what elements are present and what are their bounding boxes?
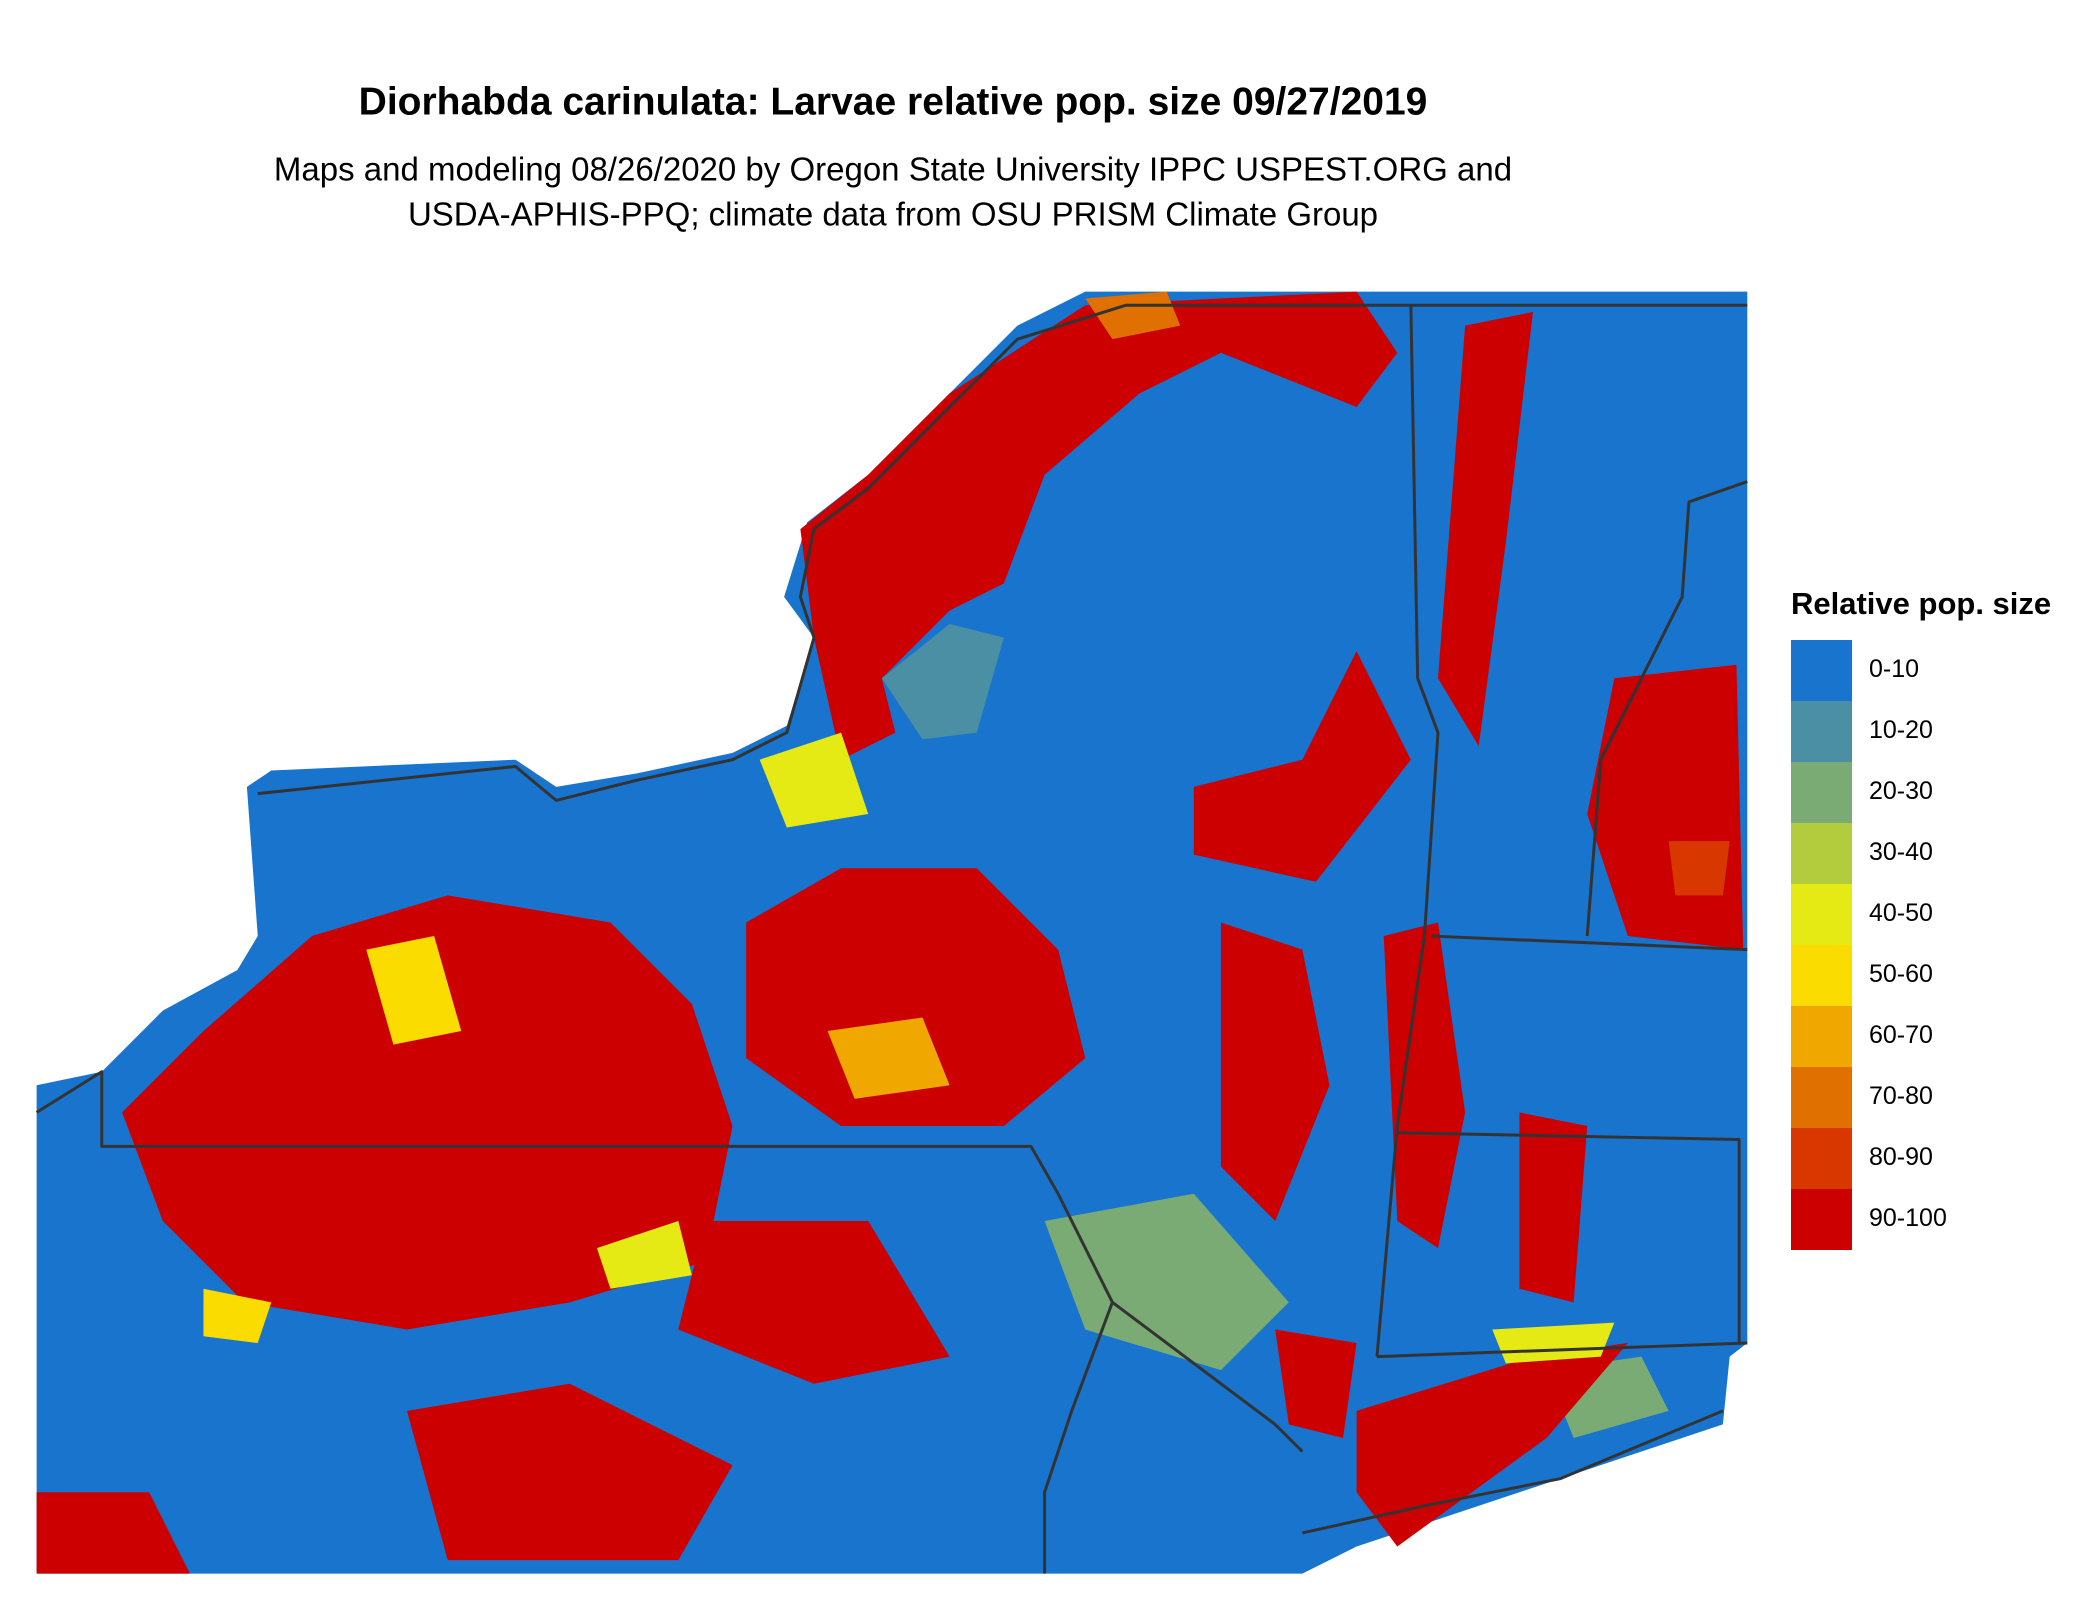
legend-title: Relative pop. size [1791, 586, 2051, 621]
legend-label: 60-70 [1869, 1021, 1933, 1049]
legend-swatch [1791, 1006, 1852, 1067]
legend-swatch [1791, 762, 1852, 823]
legend-swatch [1791, 945, 1852, 1006]
region-patch [678, 1220, 950, 1384]
region-patch [1492, 1322, 1615, 1364]
legend-swatch [1791, 823, 1852, 884]
legend: Relative pop. size 0-10 10-20 20-30 30-40 40… [1791, 586, 2051, 1250]
region-patch [1220, 922, 1330, 1221]
region-patch [1668, 841, 1730, 896]
region-patch [1044, 1193, 1289, 1371]
region-patch [1437, 312, 1533, 747]
legend-label: 10-20 [1869, 716, 1933, 744]
legend-swatch [1791, 701, 1852, 762]
map [35, 291, 1748, 1574]
state-border [1043, 1301, 1114, 1574]
region-patch [596, 1220, 692, 1289]
state-border [1375, 305, 1440, 1357]
region-patch [1383, 922, 1466, 1249]
legend-label: 90-100 [1869, 1204, 1947, 1232]
legend-swatch [1791, 640, 1852, 701]
region-patch [1275, 1329, 1357, 1438]
state-border [1431, 934, 1748, 952]
region-patch [1356, 1343, 1628, 1547]
region-patch [1193, 651, 1411, 882]
state-border [257, 303, 1748, 802]
region-patch [746, 868, 1086, 1126]
state-border [1397, 1131, 1741, 1344]
region-patch [1085, 291, 1181, 340]
state-border [1585, 480, 1748, 937]
region-patch [1519, 1112, 1588, 1303]
region-patch [36, 1492, 190, 1574]
region-patch [881, 624, 1004, 740]
map-subtitle: Maps and modeling 08/26/2020 by Oregon S… [274, 151, 1512, 188]
region-patch [406, 1383, 733, 1561]
legend-label: 80-90 [1869, 1143, 1933, 1171]
legend-label: 40-50 [1869, 899, 1933, 927]
map-title: Diorhabda carinulata: Larvae relative po… [359, 80, 1428, 123]
coastline [1302, 1409, 1724, 1535]
state-border [35, 1070, 1304, 1453]
region-patch [366, 936, 462, 1045]
legend-label: 50-60 [1869, 960, 1933, 988]
state-border [1376, 1341, 1748, 1359]
legend-swatch [1791, 884, 1852, 945]
region-patch [203, 1288, 272, 1344]
legend-label: 0-10 [1869, 655, 1919, 683]
region-patch [827, 1017, 950, 1099]
legend-label: 30-40 [1869, 838, 1933, 866]
legend-swatch [1791, 1128, 1852, 1189]
region-patch [122, 895, 733, 1330]
legend-swatch [1791, 1189, 1852, 1250]
map-subtitle: USDA-APHIS-PPQ; climate data from OSU PR… [408, 196, 1378, 233]
region-patch [759, 732, 869, 828]
legend-label: 20-30 [1869, 777, 1933, 805]
legend-label: 70-80 [1869, 1082, 1933, 1110]
legend-swatch [1791, 1067, 1852, 1128]
